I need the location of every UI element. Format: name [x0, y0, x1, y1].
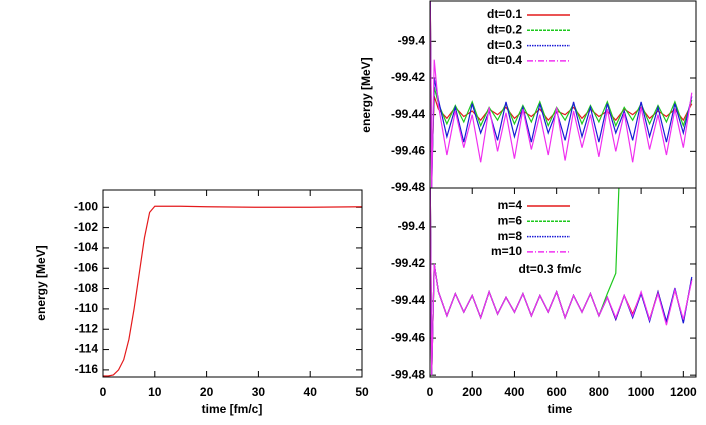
x-axis-label: time — [548, 402, 573, 416]
legend-label: m=10 — [491, 244, 522, 258]
legend-label: dt=0.1 — [487, 7, 522, 21]
legend-label: dt=0.2 — [487, 22, 522, 36]
y-tick-label: -99.44 — [391, 107, 425, 121]
x-tick-label: 0 — [100, 385, 107, 399]
y-tick-label: -99.46 — [391, 144, 425, 158]
series-line — [430, 1, 693, 170]
legend-label: dt=0.3 — [487, 38, 522, 52]
y-tick-label: -114 — [75, 342, 99, 356]
y-axis-label: energy [MeV] — [34, 245, 48, 320]
plot-frame — [429, 187, 697, 378]
plot-frame — [429, 0, 697, 189]
legend-label: m=8 — [498, 229, 523, 243]
y-tick-label: -99.4 — [398, 34, 426, 48]
x-tick-label: 1000 — [628, 385, 655, 399]
plot-area — [430, 188, 693, 376]
y-tick-label: -99.4 — [398, 219, 426, 233]
x-tick-label: 50 — [355, 385, 369, 399]
y-tick-label: -99.46 — [391, 330, 425, 344]
series-line — [430, 1, 693, 179]
series-line — [430, 188, 620, 376]
x-tick-label: 200 — [462, 385, 482, 399]
x-tick-label: 30 — [252, 385, 266, 399]
y-tick-label: -104 — [74, 240, 98, 254]
y-tick-label: -110 — [75, 301, 99, 315]
plot-frame — [102, 189, 363, 378]
x-tick-label: 600 — [547, 385, 567, 399]
plot-area — [430, 1, 693, 188]
y-tick-label: -99.42 — [391, 256, 425, 270]
legend-label: m=6 — [498, 213, 523, 227]
y-tick-label: -106 — [74, 260, 98, 274]
x-tick-label: 10 — [148, 385, 162, 399]
y-tick-label: -99.44 — [391, 293, 425, 307]
x-tick-label: 20 — [200, 385, 214, 399]
y-tick-label: -116 — [75, 362, 99, 376]
y-tick-label: -112 — [75, 321, 99, 335]
y-tick-label: -99.42 — [391, 70, 425, 84]
x-tick-label: 400 — [504, 385, 524, 399]
y-tick-label: -108 — [74, 281, 98, 295]
x-tick-label: 0 — [427, 385, 434, 399]
y-tick-label: -102 — [74, 220, 98, 234]
x-axis-label: time [fm/c] — [202, 402, 263, 416]
x-tick-label: 800 — [589, 385, 609, 399]
series-line — [103, 205, 362, 377]
plot-area — [103, 205, 362, 377]
x-tick-label: 40 — [304, 385, 318, 399]
series-line — [430, 188, 693, 376]
y-tick-label: -99.48 — [391, 367, 425, 381]
series-line — [430, 1, 693, 188]
series-line — [430, 1, 693, 188]
y-tick-label: -99.48 — [391, 180, 425, 194]
y-axis-label: energy [MeV] — [359, 57, 373, 132]
legend-label: m=4 — [498, 198, 523, 212]
legend-label: dt=0.4 — [487, 53, 522, 67]
y-tick-label: -100 — [74, 199, 98, 213]
x-tick-label: 1200 — [670, 385, 697, 399]
annotation: dt=0.3 fm/c — [518, 262, 581, 276]
